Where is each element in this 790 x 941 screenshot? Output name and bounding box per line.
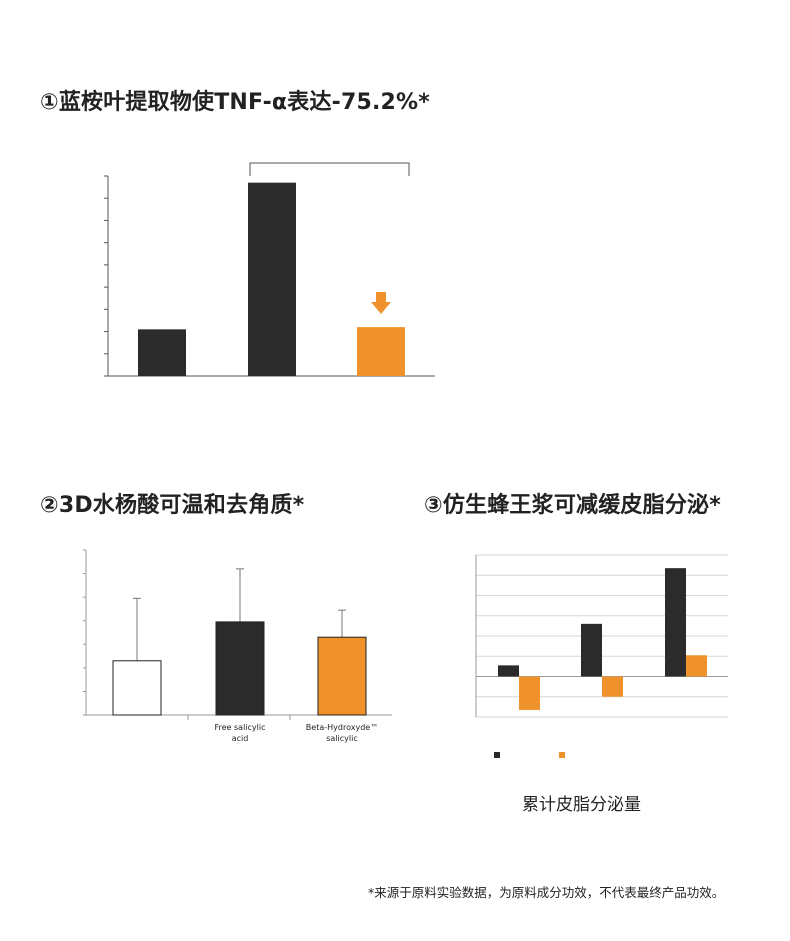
bar-1	[248, 182, 296, 376]
bar-placebo-1	[581, 623, 602, 677]
legend-swatch-placebo	[494, 752, 500, 758]
bar-2	[357, 327, 405, 376]
bar-2	[317, 636, 367, 716]
chart3-title: ③仿生蜂王浆可减缓皮脂分泌*	[424, 493, 721, 518]
bar-0	[112, 660, 162, 716]
bar-placebo-2	[665, 568, 686, 677]
bar-0	[138, 329, 186, 376]
bracket	[249, 162, 410, 176]
chart1-title: ①蓝桉叶提取物使TNF-α表达-75.2%*	[40, 90, 431, 115]
x-tick-label: Beta-Hydroxyde™	[306, 723, 378, 732]
x-tick-label: acid	[232, 734, 249, 743]
footnote: *来源于原料实验数据，为原料成分功效，不代表最终产品功效。	[368, 885, 725, 900]
bar-3-Acnacidol-BG-1	[602, 676, 623, 697]
bar-3-Acnacidol-BG-0	[519, 676, 540, 710]
x-tick-label: salicylic	[326, 734, 358, 743]
bar-1	[215, 621, 265, 716]
bar-3-Acnacidol-BG-2	[686, 655, 707, 677]
legend-swatch-acnacidol	[559, 752, 565, 758]
chart2-title: ②3D水杨酸可温和去角质*	[40, 493, 305, 518]
bar-placebo-0	[498, 665, 519, 677]
chart3-caption: 累计皮脂分泌量	[522, 795, 641, 815]
down-arrow-icon	[371, 292, 391, 314]
x-tick-label: Free salicylic	[214, 723, 265, 732]
